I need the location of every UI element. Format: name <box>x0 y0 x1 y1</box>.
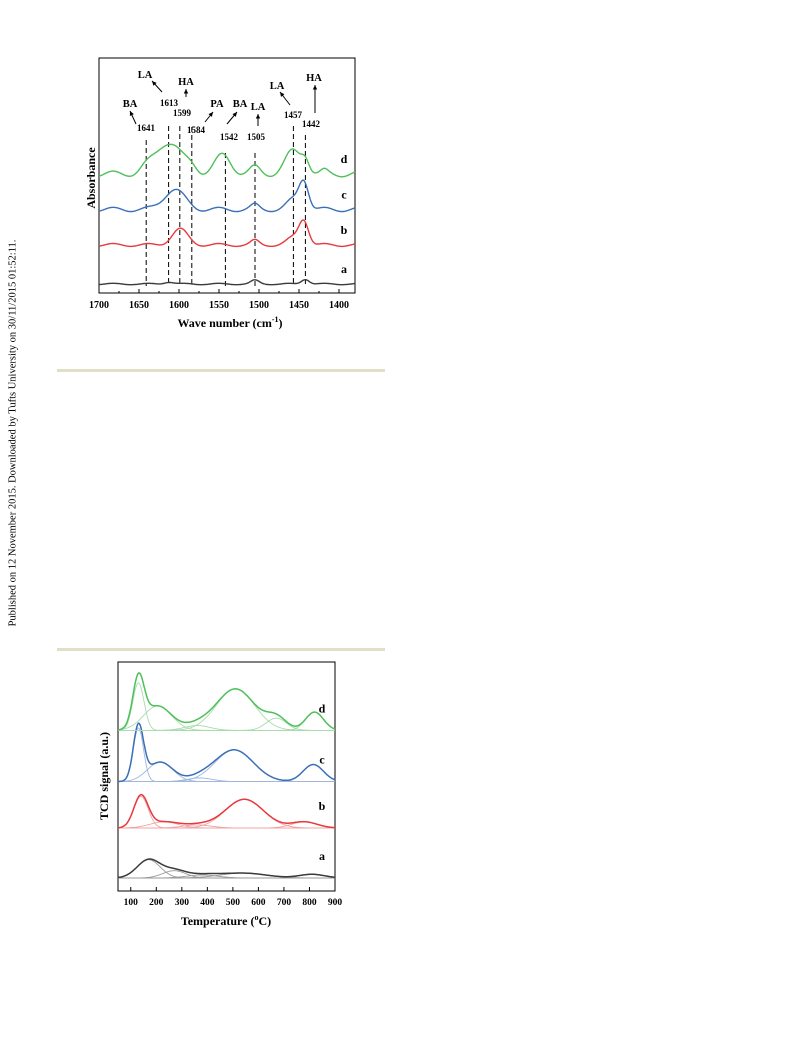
section-separator-bottom <box>57 648 385 651</box>
ftir-series-label-d: d <box>341 152 348 166</box>
ftir-arrow-head-1457 <box>280 92 285 97</box>
ftir-arrow-head-1641 <box>129 111 134 116</box>
ftir-band-number-1457: 1457 <box>284 110 303 120</box>
ftir-band-number-1613: 1613 <box>160 98 179 108</box>
ftir-y-axis-label: Absorbance <box>84 147 98 209</box>
ftir-band-type-1542: BA <box>233 99 248 110</box>
ftir-arrow-head-1584 <box>208 112 213 117</box>
ftir-band-type-1599: HA <box>178 77 194 88</box>
ftir-x-axis-label: Wave number (cm-1) <box>177 315 282 330</box>
ftir-x-tick-label-1650: 1650 <box>129 300 149 311</box>
ftir-arrow-head-1599 <box>183 89 189 94</box>
ftir-series-a <box>98 278 356 286</box>
ftir-band-number-1542: 1542 <box>220 132 239 142</box>
ftir-arrow-head-1613 <box>152 81 157 86</box>
ftir-band-type-1613: LA <box>138 70 153 81</box>
ftir-band-number-1599: 1599 <box>173 108 192 118</box>
ftir-x-tick-label-1450: 1450 <box>289 300 309 311</box>
ftir-band-type-1641: BA <box>123 99 138 110</box>
ftir-band-number-1505: 1505 <box>247 132 266 142</box>
ftir-arrow-head-1505 <box>255 114 261 119</box>
ftir-band-type-1584: PA <box>210 99 224 110</box>
ftir-band-number-1641: 1641 <box>137 123 156 133</box>
ftir-x-tick-label-1550: 1550 <box>209 300 229 311</box>
ftir-band-type-1457: LA <box>270 81 285 92</box>
ftir-series-c <box>98 179 356 213</box>
ftir-series-label-b: b <box>341 223 348 237</box>
ftir-x-tick-label-1600: 1600 <box>169 300 189 311</box>
ftir-series-d <box>98 143 356 178</box>
ftir-series-label-a: a <box>341 262 347 276</box>
section-separator-top <box>57 369 385 372</box>
ftir-series-label-c: c <box>341 187 347 201</box>
ftir-x-tick-label-1400: 1400 <box>329 300 349 311</box>
ftir-series-b <box>98 219 356 248</box>
ftir-band-type-1505: LA <box>251 102 266 113</box>
ftir-band-type-1442: HA <box>306 73 322 84</box>
ftir-x-tick-label-1700: 1700 <box>89 300 109 311</box>
ftir-x-tick-label-1500: 1500 <box>249 300 269 311</box>
ftir-band-number-1584: 1584 <box>187 125 206 135</box>
ftir-band-number-1442: 1442 <box>302 119 321 129</box>
ftir-arrow-head-1542 <box>232 112 237 117</box>
ftir-arrow-head-1442 <box>312 85 318 90</box>
ftir-plot-frame <box>98 57 356 294</box>
